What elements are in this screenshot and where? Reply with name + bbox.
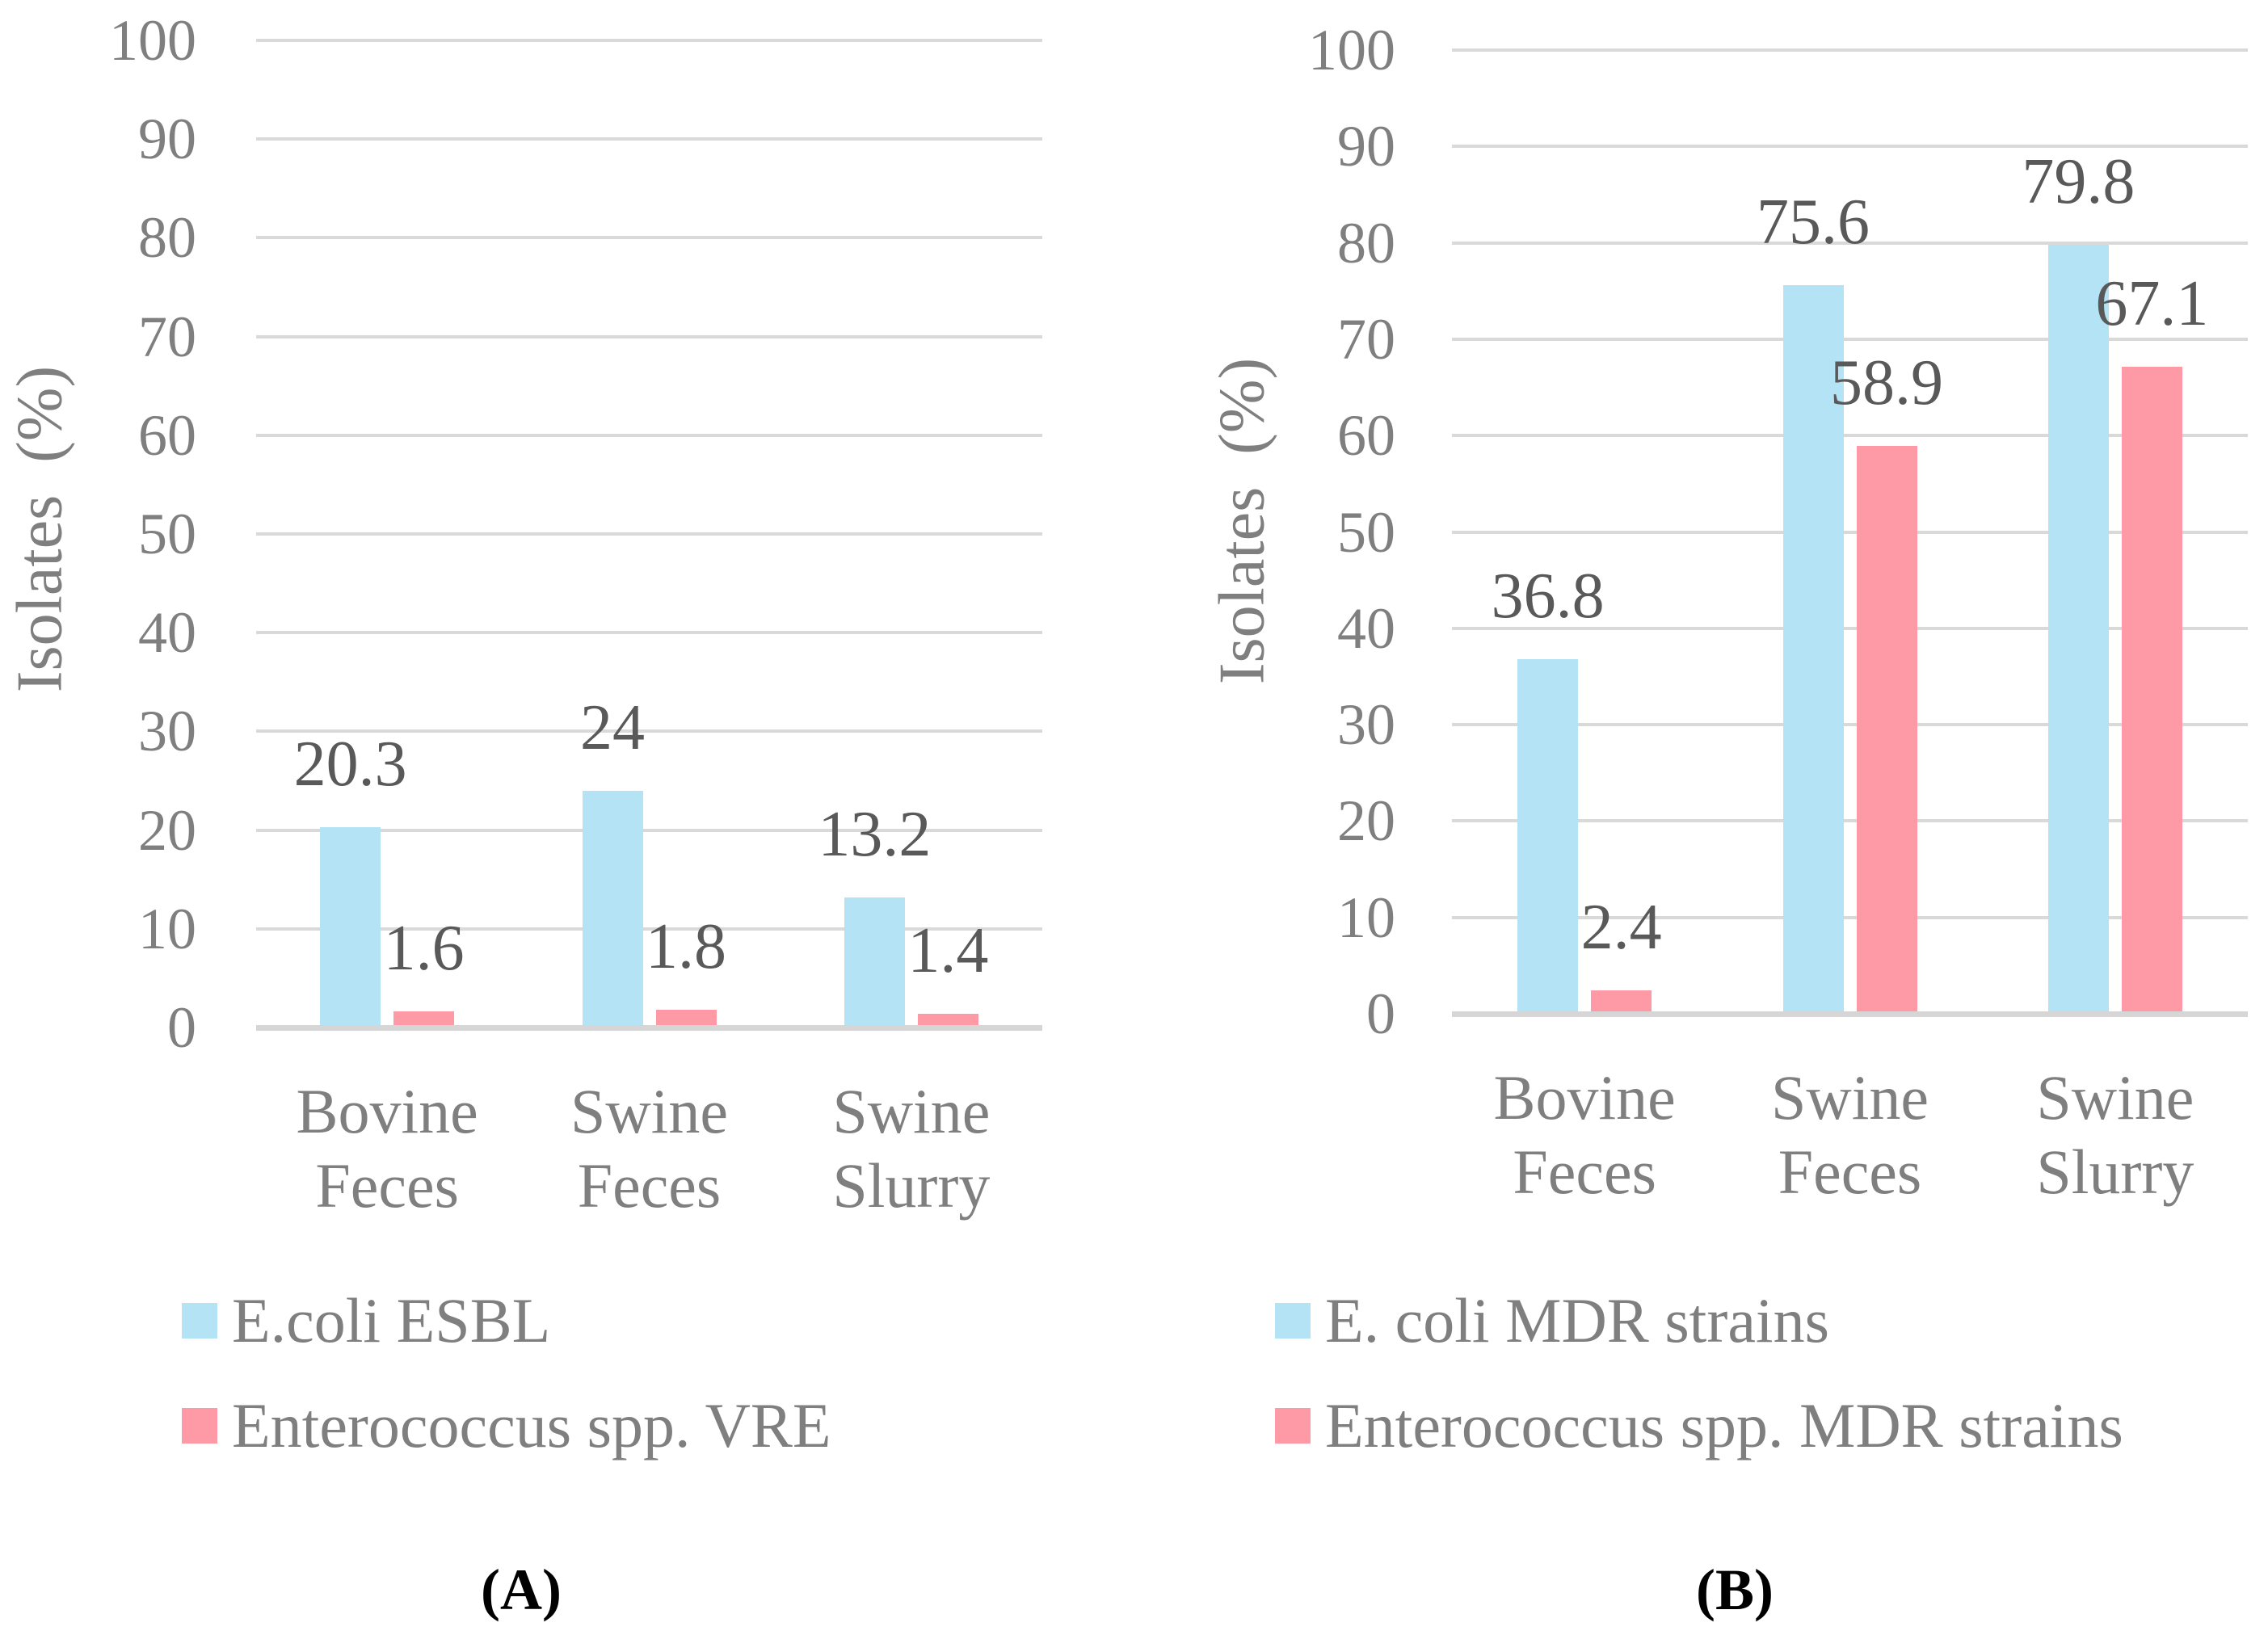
gridline <box>1452 241 2248 245</box>
y-tick-label: 90 <box>138 107 196 172</box>
gridline <box>256 236 1042 240</box>
data-label: 1.4 <box>907 914 989 986</box>
gridline <box>256 137 1042 141</box>
caption-b: (B) <box>1696 1557 1774 1622</box>
legend-swatch <box>182 1408 217 1444</box>
gridline <box>1452 819 2248 823</box>
y-tick-label: 30 <box>138 699 196 764</box>
y-tick-label: 30 <box>1337 692 1395 758</box>
y-tick-label: 90 <box>1337 114 1395 179</box>
bar-series-2 <box>1856 446 1917 1016</box>
gridline <box>1452 530 2248 534</box>
y-tick-label: 60 <box>1337 403 1395 469</box>
data-label: 36.8 <box>1491 560 1605 632</box>
gridline <box>1452 145 2248 149</box>
gridline <box>256 334 1042 338</box>
legend-swatch <box>182 1303 217 1339</box>
y-tick-label: 50 <box>138 502 196 566</box>
gridline <box>1452 48 2248 52</box>
legend-swatch <box>1275 1408 1311 1444</box>
bar-series-1 <box>582 790 643 1030</box>
y-tick-label: 20 <box>138 797 196 863</box>
x-axis-line <box>1452 1011 2248 1017</box>
data-label: 13.2 <box>818 798 932 870</box>
y-tick-label: 20 <box>1337 788 1395 854</box>
gridline <box>256 39 1042 42</box>
y-tick-label: 40 <box>138 600 196 666</box>
data-label: 24 <box>580 691 645 763</box>
y-axis-title: Isolates (%) <box>1206 357 1278 685</box>
data-label: 79.8 <box>2022 145 2135 217</box>
bar-series-1 <box>2047 244 2109 1016</box>
legend-label: Enterococcus spp. VRE <box>232 1390 831 1461</box>
legend-item: Enterococcus spp. MDR strains <box>1275 1393 2123 1458</box>
category-label: Swine Slurry <box>832 1076 991 1221</box>
bar-series-1 <box>1517 658 1579 1016</box>
data-label: 20.3 <box>293 728 407 800</box>
data-label: 67.1 <box>2095 268 2209 340</box>
y-tick-label: 50 <box>1337 499 1395 565</box>
y-tick-label: 40 <box>1337 595 1395 661</box>
legend-swatch <box>1275 1303 1311 1339</box>
y-tick-label: 10 <box>1337 885 1395 950</box>
gridline <box>1452 626 2248 630</box>
category-label: Swine Slurry <box>2036 1062 2194 1207</box>
legend-label: E.coli ESBL <box>232 1285 551 1355</box>
y-tick-label: 0 <box>1366 981 1395 1046</box>
bar-series-1 <box>320 826 381 1030</box>
data-label: 58.9 <box>1830 347 1943 419</box>
gridline <box>256 729 1042 733</box>
caption-a: (A) <box>481 1557 562 1622</box>
y-tick-label: 80 <box>1337 210 1395 275</box>
category-label: Bovine Feces <box>296 1076 478 1221</box>
y-tick-label: 100 <box>1308 18 1395 82</box>
y-tick-label: 10 <box>138 896 196 961</box>
gridline <box>1452 434 2248 438</box>
category-label: Swine Feces <box>1771 1062 1929 1207</box>
y-tick-label: 60 <box>138 402 196 468</box>
x-axis-line <box>256 1025 1042 1031</box>
data-label: 75.6 <box>1757 187 1870 258</box>
gridline <box>256 828 1042 832</box>
y-tick-label: 80 <box>138 205 196 271</box>
legend-label: E. coli MDR strains <box>1325 1285 1829 1355</box>
gridline <box>256 927 1042 931</box>
gridline <box>256 631 1042 635</box>
legend-item: E.coli ESBL <box>182 1288 550 1353</box>
category-label: Swine Feces <box>570 1076 728 1221</box>
legend-item: Enterococcus spp. VRE <box>182 1393 831 1458</box>
gridline <box>256 532 1042 536</box>
bar-series-1 <box>1782 285 1844 1016</box>
y-tick-label: 70 <box>1337 306 1395 372</box>
gridline <box>1452 915 2248 919</box>
category-label: Bovine Feces <box>1493 1062 1676 1207</box>
gridline <box>1452 337 2248 341</box>
data-label: 1.8 <box>646 911 726 982</box>
data-label: 2.4 <box>1580 892 1662 964</box>
gridline <box>1452 723 2248 727</box>
gridline <box>256 433 1042 437</box>
y-tick-label: 100 <box>109 8 196 73</box>
bar-series-1 <box>844 897 905 1030</box>
data-label: 1.6 <box>383 913 465 985</box>
y-tick-label: 0 <box>167 995 196 1060</box>
y-tick-label: 70 <box>138 304 196 369</box>
legend-label: Enterococcus spp. MDR strains <box>1325 1390 2123 1461</box>
bar-series-2 <box>2121 367 2182 1016</box>
legend-item: E. coli MDR strains <box>1275 1288 1829 1353</box>
